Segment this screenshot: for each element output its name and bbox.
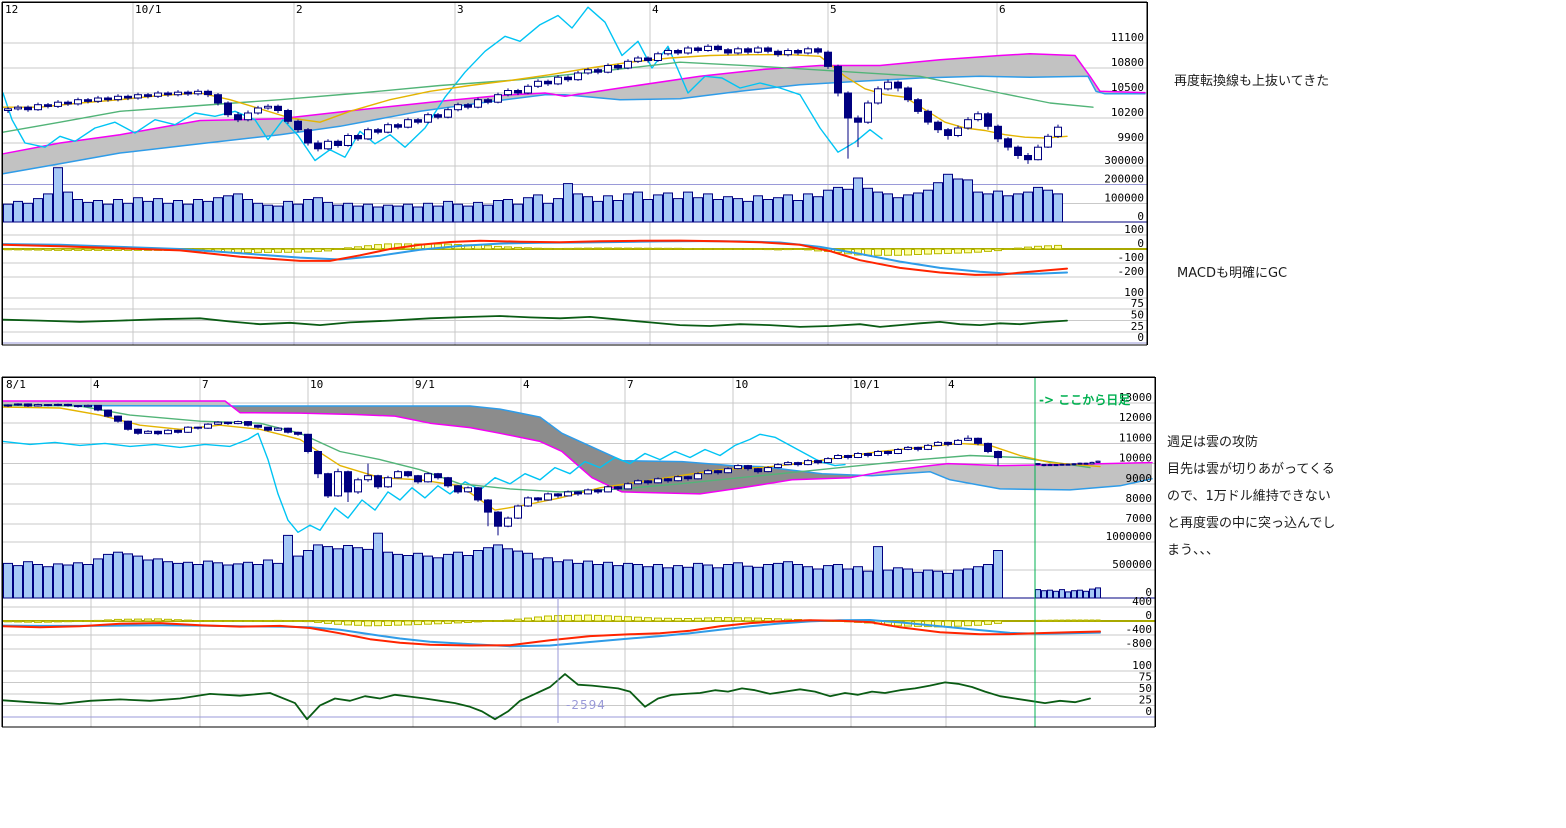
daily-start-marker-label: -> ここから日足 xyxy=(1039,393,1131,407)
annotation-tenkan-breakout: 再度転換線も上抜いてきた xyxy=(1174,74,1330,89)
measure-value-label: -2594 xyxy=(566,698,606,712)
svg-text:10: 10 xyxy=(310,378,323,391)
svg-text:0: 0 xyxy=(1145,586,1152,599)
svg-text:9900: 9900 xyxy=(1118,131,1145,144)
svg-text:4: 4 xyxy=(948,378,955,391)
svg-text:12: 12 xyxy=(5,3,18,16)
svg-text:2: 2 xyxy=(296,3,303,16)
annotation-weekly-line: 目先は雲が切りあがってくる xyxy=(1167,462,1335,477)
svg-text:0: 0 xyxy=(1137,237,1144,250)
svg-text:7: 7 xyxy=(627,378,634,391)
svg-text:75: 75 xyxy=(1139,670,1152,683)
svg-text:10: 10 xyxy=(735,378,748,391)
annotation-weekly-line: 週足は雲の攻防 xyxy=(1167,435,1259,450)
svg-text:-100: -100 xyxy=(1118,251,1145,264)
svg-text:50: 50 xyxy=(1139,682,1152,695)
annotation-weekly-line: ので、1万ドル維持できない xyxy=(1167,489,1331,504)
svg-text:6: 6 xyxy=(999,3,1006,16)
svg-text:10800: 10800 xyxy=(1111,56,1144,69)
svg-text:50: 50 xyxy=(1131,309,1144,322)
svg-text:10/1: 10/1 xyxy=(853,378,880,391)
svg-text:3: 3 xyxy=(457,3,464,16)
svg-text:1000000: 1000000 xyxy=(1106,530,1152,543)
svg-text:7000: 7000 xyxy=(1126,512,1153,525)
svg-text:9000: 9000 xyxy=(1126,472,1153,485)
svg-text:4: 4 xyxy=(93,378,100,391)
svg-text:0: 0 xyxy=(1137,331,1144,344)
svg-text:4: 4 xyxy=(523,378,530,391)
svg-text:10/1: 10/1 xyxy=(135,3,162,16)
svg-text:10500: 10500 xyxy=(1111,81,1144,94)
svg-text:8/1: 8/1 xyxy=(6,378,26,391)
svg-text:-200: -200 xyxy=(1118,265,1145,278)
svg-text:100: 100 xyxy=(1124,223,1144,236)
svg-text:75: 75 xyxy=(1131,297,1144,310)
svg-text:13000: 13000 xyxy=(1119,391,1152,404)
svg-text:100: 100 xyxy=(1132,659,1152,672)
svg-text:5: 5 xyxy=(830,3,837,16)
svg-text:11000: 11000 xyxy=(1119,431,1152,444)
svg-text:400: 400 xyxy=(1132,595,1152,608)
svg-text:100000: 100000 xyxy=(1104,191,1144,204)
svg-text:10200: 10200 xyxy=(1111,106,1144,119)
svg-text:300000: 300000 xyxy=(1104,154,1144,167)
svg-text:0: 0 xyxy=(1145,609,1152,622)
svg-text:500000: 500000 xyxy=(1112,558,1152,571)
annotation-weekly-cloud: 週足は雲の攻防 目先は雲が切りあがってくる ので、1万ドル維持できない と再度雲… xyxy=(1167,429,1335,564)
svg-text:7: 7 xyxy=(202,378,209,391)
svg-text:100: 100 xyxy=(1124,286,1144,299)
svg-text:25: 25 xyxy=(1139,693,1152,706)
annotation-macd-gc: MACDも明確にGC xyxy=(1177,266,1288,281)
svg-text:-400: -400 xyxy=(1126,623,1153,636)
svg-text:9/1: 9/1 xyxy=(415,378,435,391)
svg-text:10000: 10000 xyxy=(1119,452,1152,465)
svg-text:8000: 8000 xyxy=(1126,492,1153,505)
svg-text:25: 25 xyxy=(1131,320,1144,333)
svg-text:-800: -800 xyxy=(1126,637,1153,650)
svg-text:200000: 200000 xyxy=(1104,173,1144,186)
annotation-weekly-line: と再度雲の中に突っ込んでし xyxy=(1167,516,1336,531)
svg-text:0: 0 xyxy=(1145,705,1152,718)
svg-text:12000: 12000 xyxy=(1119,411,1152,424)
svg-text:0: 0 xyxy=(1137,210,1144,223)
svg-text:11100: 11100 xyxy=(1111,31,1144,44)
svg-text:4: 4 xyxy=(652,3,659,16)
annotation-weekly-line: まう、、、 xyxy=(1167,543,1220,558)
